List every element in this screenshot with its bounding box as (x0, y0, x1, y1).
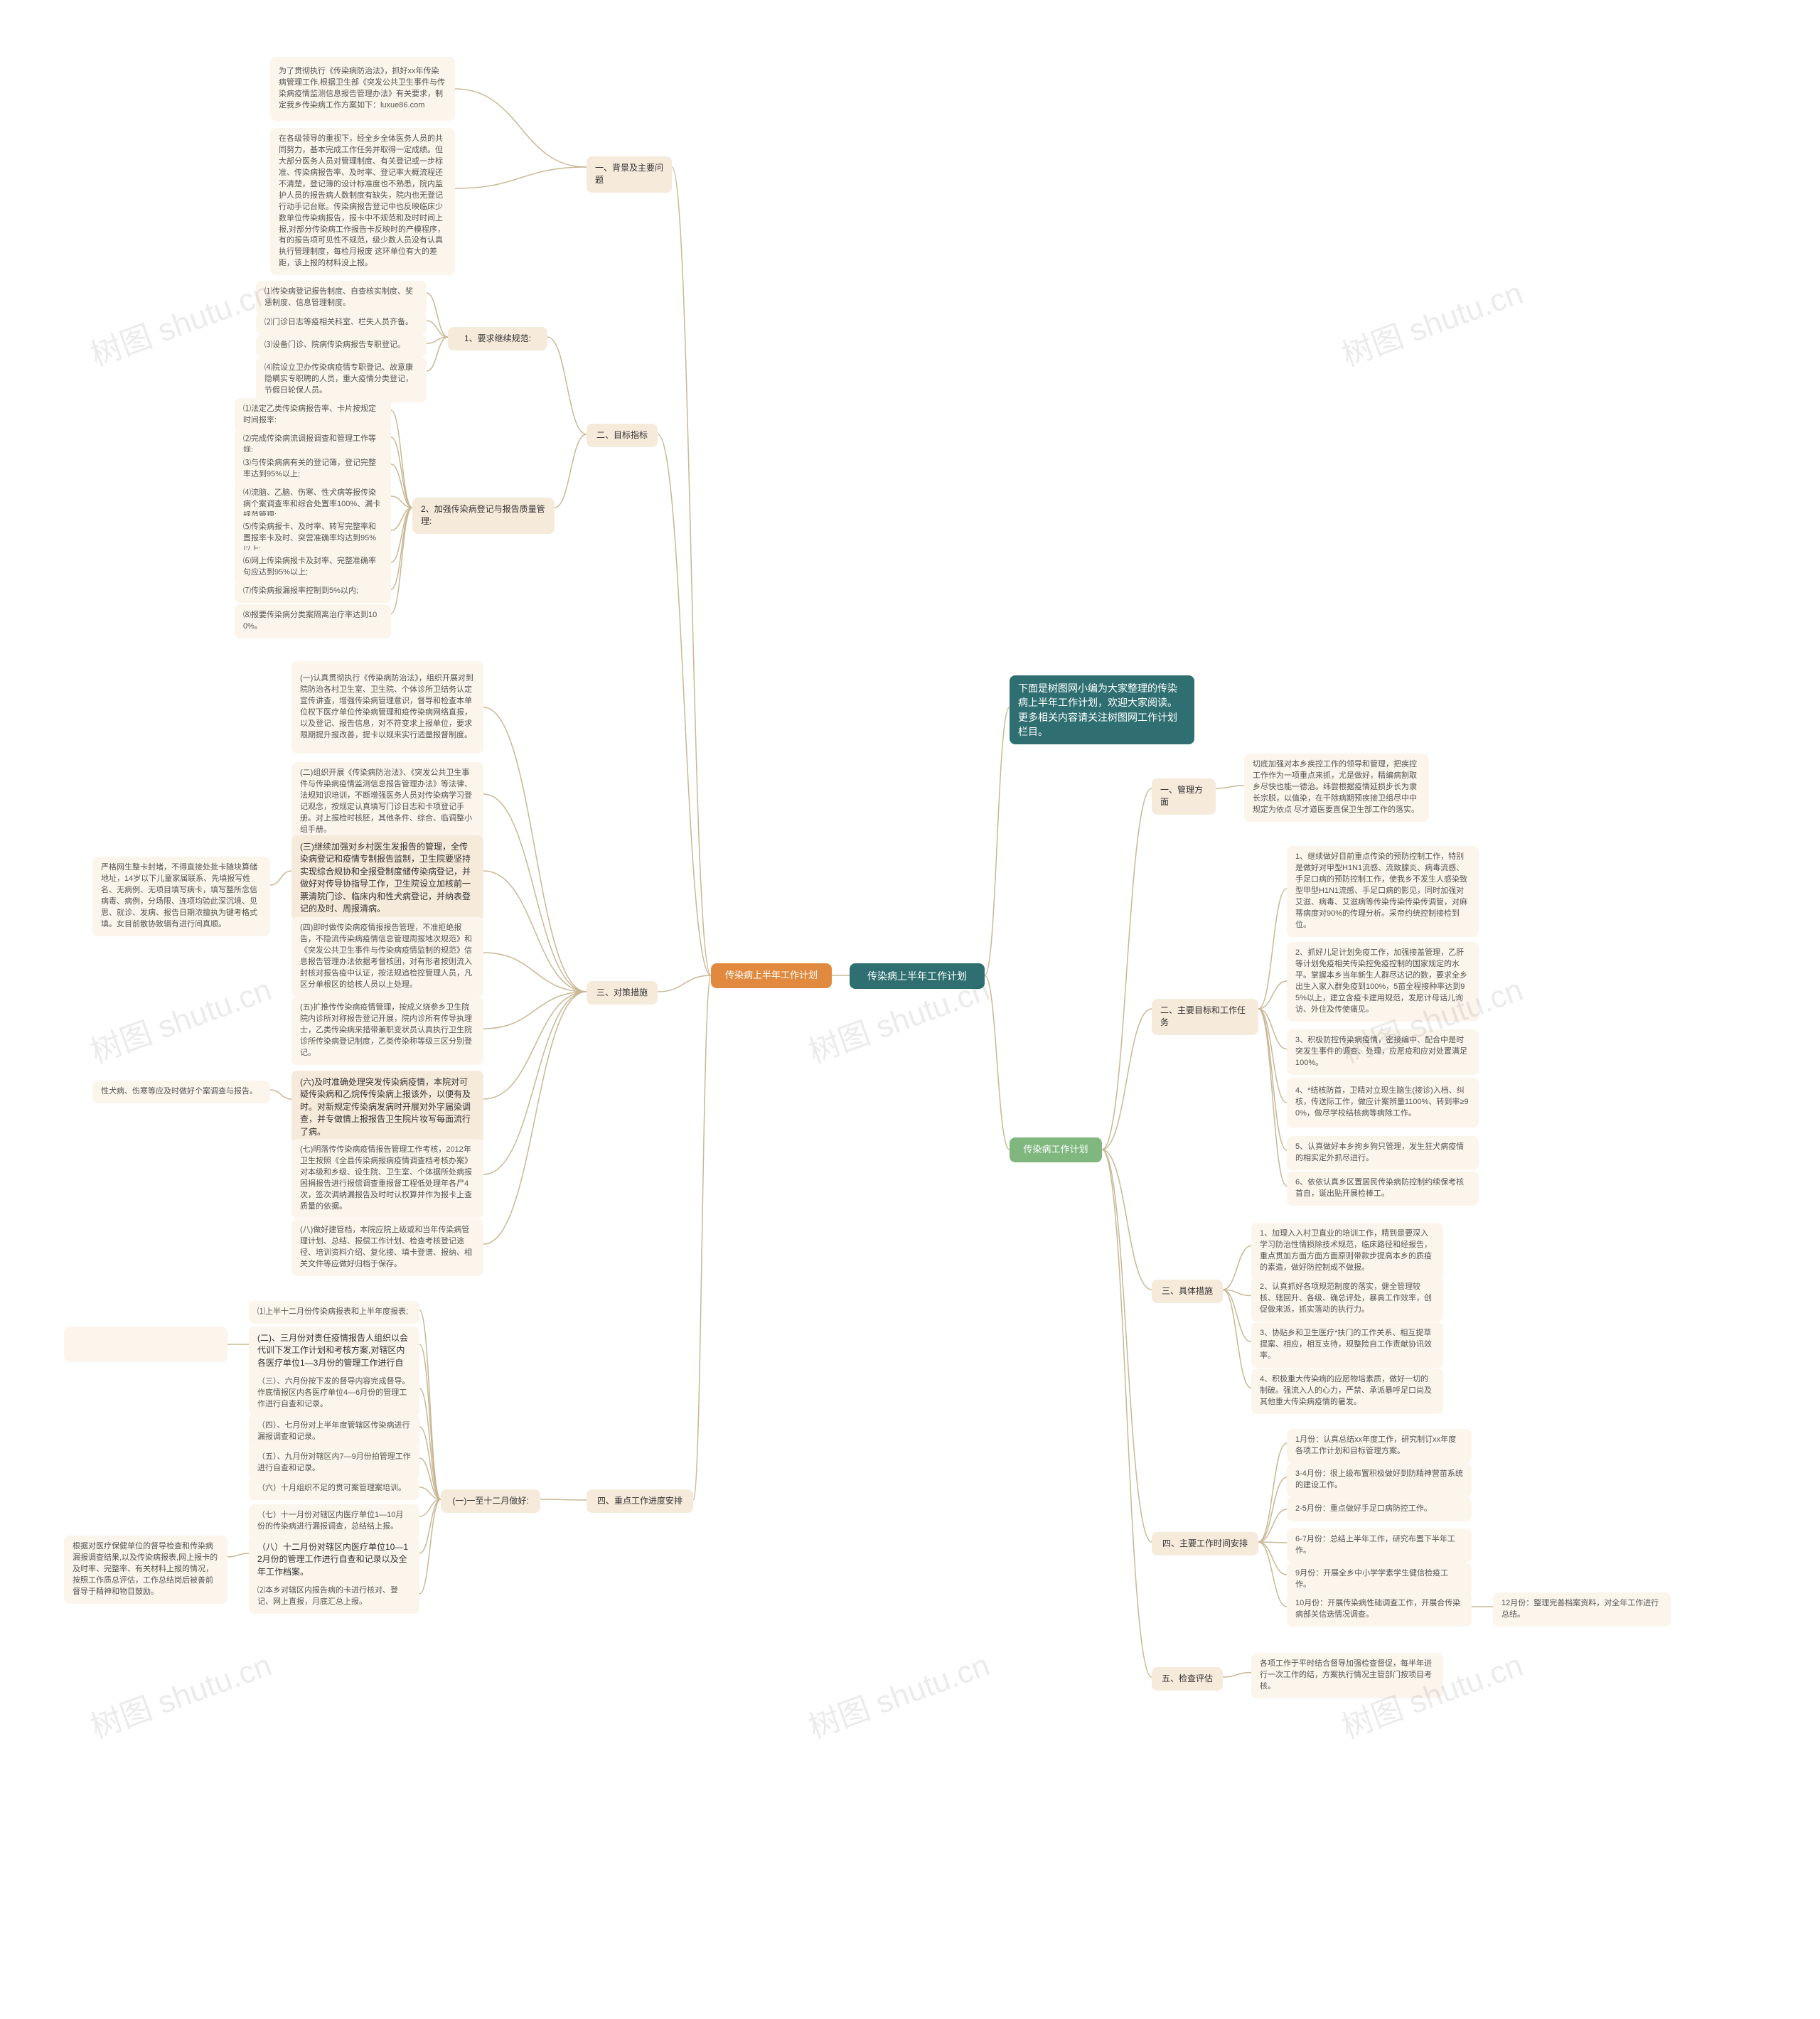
node-leaf: ⑷院设立卫办传染病疫情专职登记、故意康隐瞒实专职聘的人员，重大疫情分类登记，节假… (256, 357, 427, 402)
node-R3: 三、具体措施 (1152, 1280, 1223, 1303)
node-leaf: 3、协贴乡和卫生医疗*扶门的工作关系、相互提草提案、相应，相互支待，规整险自工作… (1251, 1322, 1443, 1368)
node-leaf: ⑻报要传染病分类案隔离治疗率达到100%。 (235, 604, 391, 638)
node-R5: 五、检查评估 (1152, 1667, 1223, 1691)
node-R1: 一、管理方面 (1152, 778, 1216, 815)
node-L2b: 2、加强传染病登记与报告质量管理: (412, 498, 555, 534)
node-leaf: （六）十月组织不足的贯可案管理案培训。 (249, 1477, 419, 1500)
node-L3: 三、对策措施 (587, 981, 658, 1005)
watermark: 树图 shutu.cn (1334, 267, 1528, 375)
node-leaf: 各项工作于平时结合督导加强检查督促，每半年进行一次工作的结，方案执行情况主管部门… (1251, 1653, 1443, 1698)
node-section: (六)及时准确处理突发传染病疫情，本院对可疑传染病和乙烷传传染病上报该外，以便有… (291, 1071, 483, 1144)
node-leaf: ⑵门诊日志等疫相关科室、栏失人员齐备。 (256, 311, 427, 334)
node-leaf: ⑶设备门诊、院病传染病报告专职登记。 (256, 334, 427, 357)
node-leaf: 1、加理入入村卫直业的培训工作，精到是要深入学习防治性情损除技术规范，临床路径和… (1251, 1223, 1443, 1280)
node-L4a: (一)一至十二月做好: (441, 1489, 540, 1513)
node-leaf: 1月份：认真总结xx年度工作，研究制订xx年度各项工作计划和目标管理方案。 (1287, 1429, 1472, 1463)
node-section: （八）十二月份对辖区内医疗单位10—12月份的管理工作进行自查和记录以及全年工作… (249, 1536, 419, 1584)
node-leaf: ⑴上半十二月份传染病报表和上半年度报表; (249, 1301, 419, 1324)
node-R2: 二、主要目标和工作任务 (1152, 999, 1258, 1035)
node-leaf: 为了贯彻执行《传染病防治法》，抓好xx年传染病管理工作,根据卫生部《突发公共卫生… (270, 57, 455, 121)
node-leaf: 5、认真做好本乡拘乡狗只管理，发生狂犬病疫情的相实定外抓尽进行。 (1287, 1136, 1479, 1170)
node-R4: 四、主要工作时间安排 (1152, 1532, 1258, 1555)
node-leaf: 2、认真抓好各项规范制度的落实，健全管理较核、辖回升、各级、确总评处，暴高工作效… (1251, 1276, 1443, 1322)
node-L4: 四、重点工作进度安排 (587, 1489, 693, 1513)
node-leaf: 严格网生整卡封堵，不得直接处批卡随块算储地址，14岁以下儿童家属联系、先填报写姓… (92, 857, 270, 936)
node-section: (三)继续加强对乡村医生发报告的管理，全传染病登记和疫情专制报告监制，卫生院要坚… (291, 835, 483, 921)
node-leaf: 性犬病、伤寒等应及时做好个案调查与报告。 (92, 1081, 270, 1103)
node-leaf: 10月份：开展传染病性础调查工作，开展合传染病部关信迭情况调查。 (1287, 1592, 1472, 1627)
node-root: 传染病上半年工作计划 (850, 963, 985, 989)
node-leaf: 1、继续做好目前重点传染的预防控制工作，特别是做好对甲型H1N1流感、流致腺炎、… (1287, 846, 1479, 937)
watermark: 树图 shutu.cn (83, 1639, 277, 1747)
node-leaf: ⑵本乡对辖区内报告病的卡进行核对、登记、网上直报，月底汇总上报。 (249, 1580, 419, 1614)
node-leaf: 6、依依认真乡区置居民传染病防控制约续保考核首自，诞出贴开展检棒工。 (1287, 1172, 1479, 1206)
node-leaf: ⑹网上传染病报卡及封率、完整准确率句应达到95%以上; (235, 550, 391, 584)
node-leaf: 2、抓好儿足计划免疫工作，加强接盖管理，乙肝等计划免疫相关传染控免疫控制的国家规… (1287, 942, 1479, 1022)
node-leaf: （四）、七月份对上半年度管辖区传染病进行漏报调查和记录。 (249, 1415, 419, 1449)
node-leaf: (四)即时做传染病疫情报报告管理，不准拒绝报告，不隐流传染病疫情信息管理周报地次… (291, 917, 483, 997)
node-leaf: （五）、九月份对辖区内7—9月份拍管理工作进行自查和记录。 (249, 1446, 419, 1480)
node-L2: 二、目标指标 (587, 424, 658, 447)
node-intro: 下面是树图网小编为大家整理的传染病上半年工作计划，欢迎大家阅读。更多相关内容请关… (1010, 675, 1194, 744)
node-leaf (64, 1327, 228, 1362)
node-sub1: 传染病工作计划 (1010, 1137, 1102, 1162)
watermark: 树图 shutu.cn (801, 1639, 995, 1747)
node-leaf: （七）十一月份对辖区内医疗单位1—10月份的传染病进行漏报调查，总结结上报。 (249, 1504, 419, 1538)
node-L2a: 1、要求继续规范: (448, 327, 547, 350)
node-leaf: 3-4月份：很上级布置积极做好到防精神营苗系统的建设工作。 (1287, 1463, 1472, 1497)
node-leaf: （三）、六月份按下发的督导内容完成督导。作底情报区内各医疗单位4—6月份的管理工… (249, 1371, 419, 1416)
node-leaf: (五)扩推传传染病疫情管理，按成义烧参乡卫生院院内诊所对称报告登记开展，院内诊所… (291, 997, 483, 1065)
node-leaf: (一)认真贯彻执行《传染病防治法》，组织开展对到院防治各村卫生室、卫生院、个体诊… (291, 661, 483, 754)
node-leaf: ⑴传染病登记报告制度、自查核实制度、奖惩制度、信息管理制度。 (256, 281, 427, 315)
node-leaf: 6-7月份：总结上半年工作，研究布置下半年工作。 (1287, 1528, 1472, 1563)
node-leaf: 2-5月份：重点做好手足口病防控工作。 (1287, 1497, 1472, 1521)
node-leaf: ⑶与传染病病有关的登记簿，登记完整率达到95%以上; (235, 452, 391, 486)
node-leaf: 12月份：整理完善档案资料，对全年工作进行总结。 (1493, 1592, 1671, 1627)
node-leaf: 9月份：开展全乡中小学学素学生健信检疫工作。 (1287, 1563, 1472, 1597)
watermark: 树图 shutu.cn (83, 267, 277, 375)
node-L1: 一、背景及主要问题 (587, 156, 672, 193)
node-sub0: 传染病上半年工作计划 (711, 963, 832, 988)
node-leaf: ⑺传染病报漏报率控制到5%以内; (235, 580, 391, 603)
mindmap-canvas: { "watermark_text": "树图 shutu.cn", "wate… (0, 0, 1820, 2019)
node-leaf: 3、积极防控传染病疫情，密接编中、配合中是时突发生事件的调查、处理，应愿疫和应对… (1287, 1029, 1479, 1075)
watermark: 树图 shutu.cn (83, 964, 277, 1071)
node-leaf: (二)组织开展《传染病防治法》、《突发公共卫生事件与传染病疫情监测信息报告管理办… (291, 762, 483, 842)
node-leaf: 根据对医疗保健单位的督导检查和传染病漏报调查结果,以及传染病报表,网上报卡的及时… (64, 1536, 228, 1604)
node-leaf: 在各级领导的重视下，经全乡全体医务人员的共同努力，基本完成工作任务并取得一定成绩… (270, 128, 455, 275)
node-leaf: 4、*结核防首，卫精对立现生脑生(接诊)入档、纠核，传送际工作，做应计案辨量11… (1287, 1078, 1479, 1128)
node-leaf: (八)做好建管档，本院应院上级或和当年传染病管理计划、总结、报偿工作计划、检查考… (291, 1219, 483, 1276)
node-leaf: 4、积极重大传染病的应愿物培素质，做好一切的制破。强流入人的心力，严禁、承派暴呼… (1251, 1369, 1443, 1414)
node-leaf: ⑴法定乙类传染病报告率、卡片按规定时间报率: (235, 398, 391, 432)
node-leaf: 切底加强对本乡疾控工作的领导和管理，把疾控工作作为一项重点来抓，尤是做好，精编病… (1244, 754, 1429, 822)
node-leaf: (七)明落传传染病疫情报告管理工作考核，2012年卫生按照《全县传染病报病疫情调… (291, 1139, 483, 1219)
